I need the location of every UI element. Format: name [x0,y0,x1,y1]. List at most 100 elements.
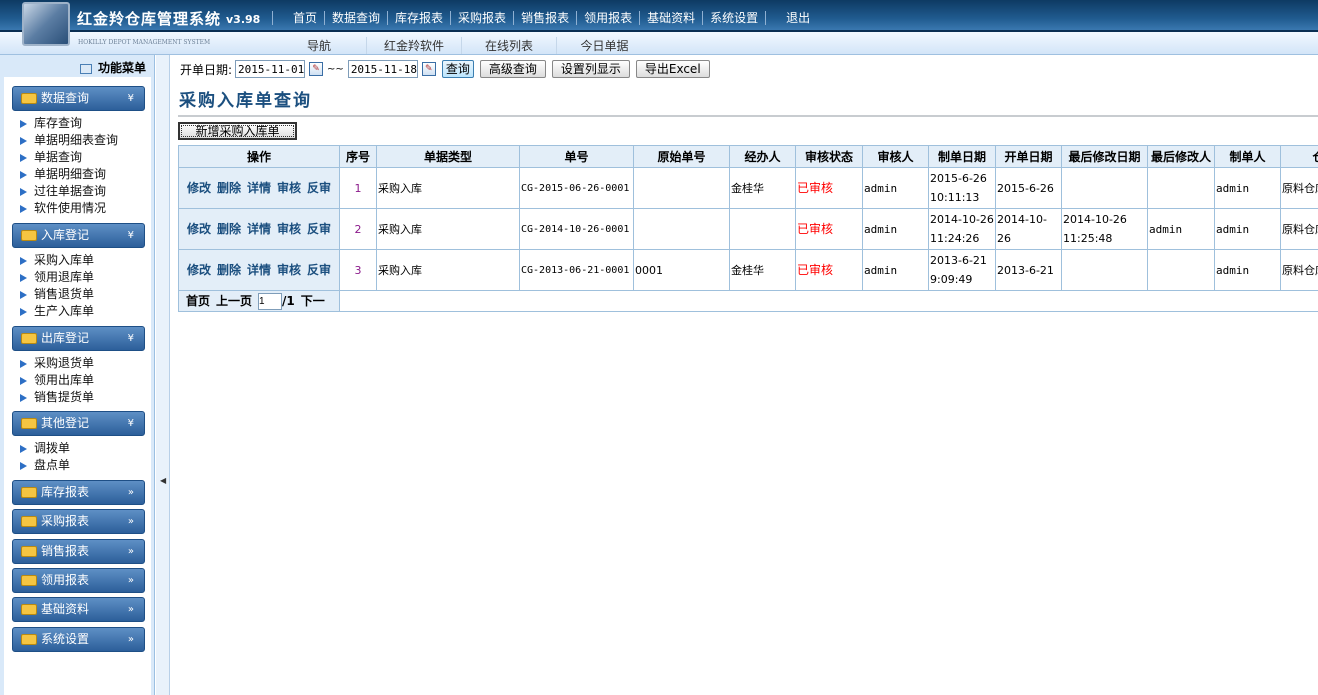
action-3[interactable]: 审核 [277,262,302,277]
subnav-1[interactable]: 红金羚软件 [367,37,462,54]
sidebar-item[interactable]: 采购入库单 [20,252,94,269]
row-actions: 修改 删除 详情 审核 反审 [178,249,340,291]
sidebar-item[interactable]: 库存查询 [20,115,82,132]
next-page-link[interactable]: 下一 [300,293,325,308]
sidebar-toggle[interactable]: ◀ [156,55,170,695]
nav-2[interactable]: 库存报表 [387,11,450,25]
nav-4[interactable]: 销售报表 [513,11,576,25]
nav-7[interactable]: 系统设置 [702,11,765,25]
folder-icon [21,418,37,429]
sidebar-item[interactable]: 软件使用情况 [20,200,106,217]
sidebar-group-9[interactable]: 系统设置 » [12,627,145,652]
column-header[interactable]: 制单人 [1214,145,1281,168]
column-header[interactable]: 操作 [178,145,340,168]
group-label: 领用报表 [41,573,90,587]
sidebar-item[interactable]: 单据明细表查询 [20,132,118,149]
cell-type: 采购入库 [376,167,520,209]
sidebar-item[interactable]: 单据查询 [20,149,82,166]
sidebar-group-6[interactable]: 销售报表 » [12,539,145,564]
sidebar-group-7[interactable]: 领用报表 » [12,568,145,593]
nav-6[interactable]: 基础资料 [639,11,702,25]
action-0[interactable]: 修改 [186,262,211,277]
date-from-input[interactable] [235,60,306,78]
cell-modified [1061,167,1148,209]
nav-0[interactable]: 首页 [272,11,324,25]
first-page-link[interactable]: 首页 [186,293,211,308]
sidebar-item[interactable]: 领用退库单 [20,269,94,286]
column-header[interactable]: 审核人 [862,145,929,168]
column-header[interactable]: 制单日期 [928,145,996,168]
sidebar-item[interactable]: 采购退货单 [20,355,94,372]
column-header[interactable]: 审核状态 [795,145,863,168]
nav-1[interactable]: 数据查询 [324,11,387,25]
chevron-down-icon: ¥ [127,418,134,429]
sidebar-group-1[interactable]: 入库登记 ¥ [12,223,145,248]
sidebar-item-label: 库存查询 [34,116,83,130]
sidebar-item[interactable]: 领用出库单 [20,372,94,389]
action-3[interactable]: 审核 [277,180,302,195]
sidebar-item[interactable]: 单据明细查询 [20,166,106,183]
prev-page-link[interactable]: 上一页 [216,293,253,308]
collapse-arrow-icon[interactable]: ◀ [160,476,167,485]
sidebar-item[interactable]: 销售退货单 [20,286,94,303]
column-header[interactable]: 最后修改日期 [1061,145,1148,168]
action-3[interactable]: 审核 [277,221,302,236]
add-purchase-receipt-button[interactable]: 新增采购入库单 [178,122,297,140]
column-settings-button[interactable]: 设置列显示 [551,60,630,78]
sidebar-group-5[interactable]: 采购报表 » [12,509,145,534]
action-4[interactable]: 反审 [307,262,332,277]
cell-handler [729,208,796,250]
column-header[interactable]: 最后修改人 [1147,145,1215,168]
sidebar-group-4[interactable]: 库存报表 » [12,480,145,505]
sidebar-item[interactable]: 生产入库单 [20,303,94,320]
sidebar-group-8[interactable]: 基础资料 » [12,597,145,622]
column-header[interactable]: 单号 [519,145,634,168]
advanced-query-button[interactable]: 高级查询 [479,60,546,78]
column-header[interactable]: 原始单号 [633,145,730,168]
calendar-icon[interactable]: ✎ [309,62,324,76]
action-1[interactable]: 删除 [216,262,241,277]
cell-creator: admin [1214,167,1281,209]
column-header[interactable]: 经办人 [729,145,796,168]
action-1[interactable]: 删除 [216,180,241,195]
nav-5[interactable]: 领用报表 [576,11,639,25]
action-2[interactable]: 详情 [246,180,271,195]
date-to-input[interactable] [347,60,418,78]
calendar-icon[interactable]: ✎ [421,62,436,76]
column-header[interactable]: 单据类型 [376,145,520,168]
folder-icon [21,333,37,344]
column-header[interactable]: 序号 [339,145,377,168]
export-excel-button[interactable]: 导出Excel [635,60,710,78]
action-1[interactable]: 删除 [216,221,241,236]
sidebar-item[interactable]: 盘点单 [20,457,70,474]
sidebar-item[interactable]: 调拨单 [20,440,70,457]
sidebar-group-0[interactable]: 数据查询 ¥ [12,86,145,111]
sidebar-group-2[interactable]: 出库登记 ¥ [12,326,145,351]
sidebar-item-label: 采购入库单 [34,253,95,267]
action-4[interactable]: 反审 [307,180,332,195]
subnav-3[interactable]: 今日单据 [580,39,629,53]
page-input[interactable] [258,292,283,310]
folder-icon [21,575,37,586]
arrow-icon [20,393,27,402]
action-0[interactable]: 修改 [186,180,211,195]
app-version: v3.98 [226,13,261,26]
group-label: 库存报表 [41,485,90,499]
cell-handler: 金桂华 [729,167,796,209]
subnav-0[interactable]: 导航 [272,37,367,54]
subnav-2[interactable]: 在线列表 [462,37,557,54]
query-button[interactable]: 查询 [441,60,474,78]
sidebar-item[interactable]: 销售提货单 [20,389,94,406]
nav-8[interactable]: 退出 [765,11,817,25]
nav-3[interactable]: 采购报表 [450,11,513,25]
action-2[interactable]: 详情 [246,262,271,277]
action-2[interactable]: 详情 [246,221,271,236]
action-4[interactable]: 反审 [307,221,332,236]
sidebar-item[interactable]: 过往单据查询 [20,183,106,200]
action-0[interactable]: 修改 [186,221,211,236]
sidebar-group-3[interactable]: 其他登记 ¥ [12,411,145,436]
cell-modifier: admin [1147,208,1215,250]
chevron-down-icon: ¥ [127,333,134,344]
column-header[interactable]: 开单日期 [995,145,1062,168]
column-header[interactable]: 仓库 [1280,145,1318,168]
